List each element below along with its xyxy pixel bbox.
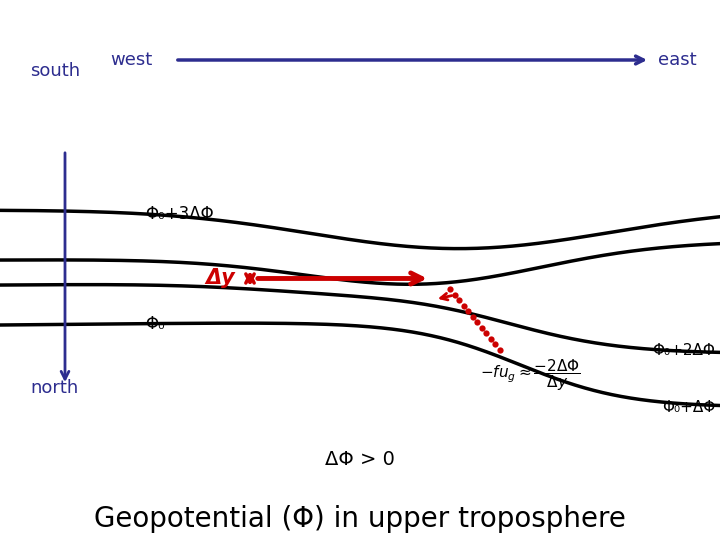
Text: Φ₀+3ΔΦ: Φ₀+3ΔΦ [145, 205, 214, 224]
Text: Φ₀+2ΔΦ: Φ₀+2ΔΦ [652, 343, 715, 358]
Text: north: north [30, 379, 78, 397]
Text: east: east [658, 51, 697, 69]
Text: ΔΦ > 0: ΔΦ > 0 [325, 450, 395, 469]
Text: $- fu_g \approx \dfrac{-2\Delta\Phi}{\Delta y}$: $- fu_g \approx \dfrac{-2\Delta\Phi}{\De… [480, 357, 580, 393]
Text: west: west [110, 51, 152, 69]
Text: Geopotential (Φ) in upper troposphere: Geopotential (Φ) in upper troposphere [94, 505, 626, 533]
Text: Φ₀+ΔΦ: Φ₀+ΔΦ [662, 400, 715, 415]
Text: Δy: Δy [205, 268, 235, 288]
Text: Φ₀: Φ₀ [145, 315, 165, 333]
Text: south: south [30, 62, 80, 80]
